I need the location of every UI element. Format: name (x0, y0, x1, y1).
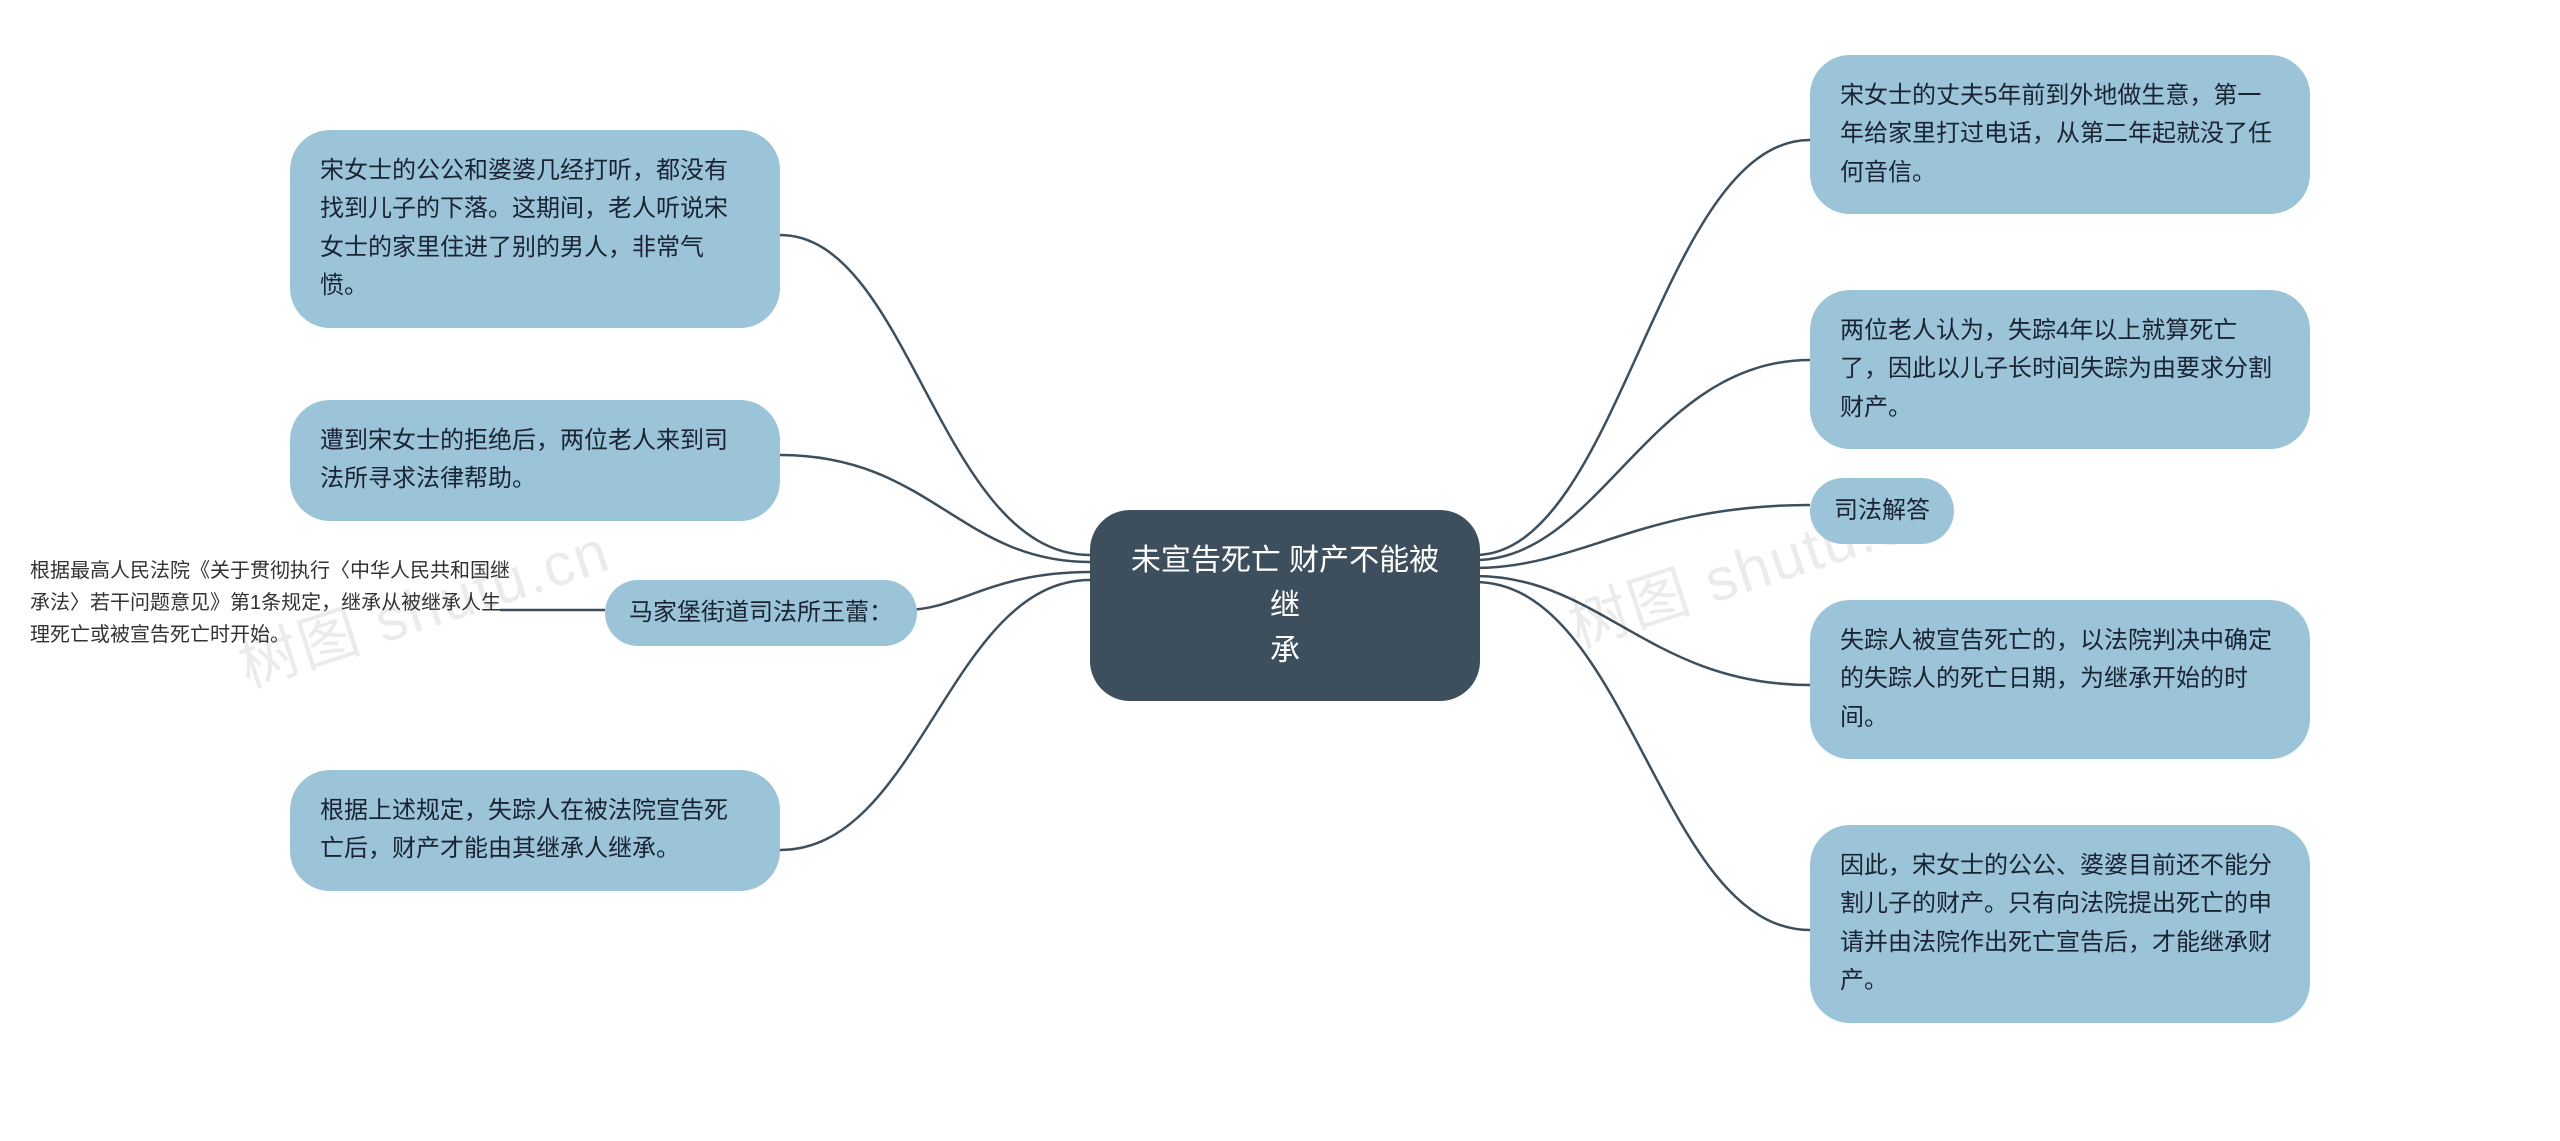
left-node-1: 宋女士的公公和婆婆几经打听，都没有找到儿子的下落。这期间，老人听说宋女士的家里住… (290, 130, 780, 328)
left-node-4: 根据上述规定，失踪人在被法院宣告死亡后，财产才能由其继承人继承。 (290, 770, 780, 891)
right-node-3: 司法解答 (1810, 478, 1954, 544)
center-line2: 承 (1270, 634, 1300, 667)
center-node: 未宣告死亡 财产不能被继 承 (1090, 510, 1480, 701)
left-node-3-leaf: 根据最高人民法院《关于贯彻执行〈中华人民共和国继承法〉若干问题意见》第1条规定，… (30, 555, 510, 651)
center-line1: 未宣告死亡 财产不能被继 (1131, 544, 1439, 622)
right-node-1: 宋女士的丈夫5年前到外地做生意，第一年给家里打过电话，从第二年起就没了任何音信。 (1810, 55, 2310, 214)
left-node-2: 遭到宋女士的拒绝后，两位老人来到司法所寻求法律帮助。 (290, 400, 780, 521)
right-node-2: 两位老人认为，失踪4年以上就算死亡了，因此以儿子长时间失踪为由要求分割财产。 (1810, 290, 2310, 449)
right-node-4: 失踪人被宣告死亡的，以法院判决中确定的失踪人的死亡日期，为继承开始的时间。 (1810, 600, 2310, 759)
left-node-3: 马家堡街道司法所王蕾： (605, 580, 917, 646)
right-node-5: 因此，宋女士的公公、婆婆目前还不能分割儿子的财产。只有向法院提出死亡的申请并由法… (1810, 825, 2310, 1023)
